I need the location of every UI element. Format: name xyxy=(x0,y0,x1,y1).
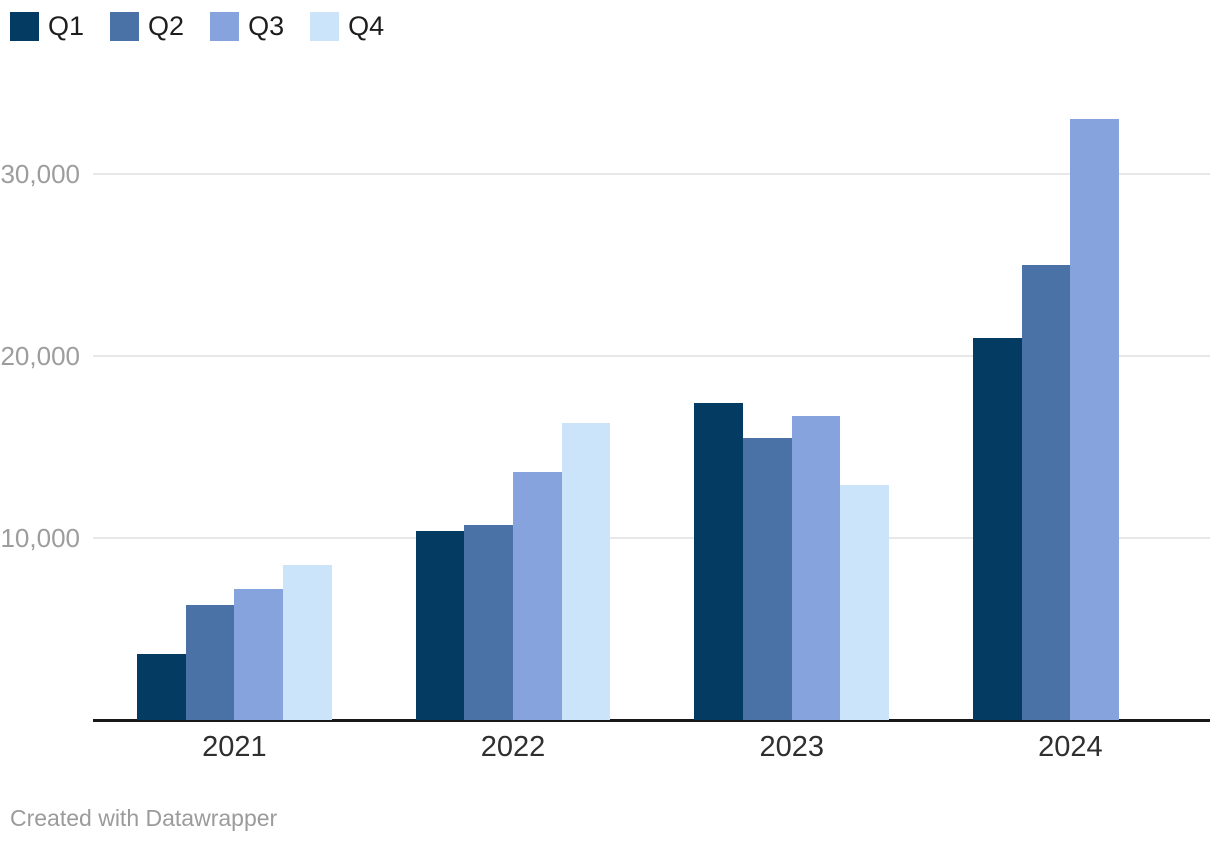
bar-2024-q1[interactable] xyxy=(973,337,1022,720)
gridline-20000 xyxy=(93,355,1210,357)
bar-2023-q3[interactable] xyxy=(791,416,841,720)
footer-credit-link[interactable]: Created with Datawrapper xyxy=(10,805,278,831)
bar-2022-q3[interactable] xyxy=(513,472,562,720)
bar-2023-q4[interactable] xyxy=(840,485,890,720)
legend-item-q4: Q4 xyxy=(310,12,384,41)
legend-label: Q2 xyxy=(148,11,185,41)
bar-2022-q1[interactable] xyxy=(415,530,465,720)
legend-swatch-q3 xyxy=(210,12,240,41)
x-tick-label-2024: 2024 xyxy=(1038,731,1103,763)
legend-swatch-q1 xyxy=(10,12,39,41)
bar-2022-q4[interactable] xyxy=(561,423,611,720)
legend-swatch-q4 xyxy=(310,12,340,41)
x-tick-label-2021: 2021 xyxy=(202,731,267,763)
legend-label: Q1 xyxy=(48,11,85,41)
legend-label: Q3 xyxy=(248,11,285,41)
legend-label: Q4 xyxy=(348,11,385,41)
bar-2022-q2[interactable] xyxy=(464,525,514,720)
gridline-30000 xyxy=(93,173,1210,175)
bar-2021-q3[interactable] xyxy=(234,588,284,720)
legend: Q1 Q2 Q3 Q4 xyxy=(10,12,410,41)
legend-item-q3: Q3 xyxy=(210,12,284,41)
bar-2023-q1[interactable] xyxy=(694,403,744,720)
legend-item-q1: Q1 xyxy=(10,12,84,41)
x-tick-label-2023: 2023 xyxy=(759,731,824,763)
x-tick-label-2022: 2022 xyxy=(480,731,546,763)
gridline-10000 xyxy=(93,537,1210,539)
legend-swatch-q2 xyxy=(110,12,140,41)
y-tick-label-10000: 10,000 xyxy=(0,523,80,553)
y-tick-label-30000: 30,000 xyxy=(0,159,80,189)
bar-2021-q1[interactable] xyxy=(137,654,186,720)
bar-2021-q4[interactable] xyxy=(283,565,332,720)
bar-2023-q2[interactable] xyxy=(743,437,792,720)
x-axis-line xyxy=(93,719,1210,722)
bar-2024-q3[interactable] xyxy=(1070,119,1120,720)
legend-item-q2: Q2 xyxy=(110,12,184,41)
bar-2021-q2[interactable] xyxy=(185,605,235,720)
bar-2024-q2[interactable] xyxy=(1021,265,1071,720)
y-tick-label-20000: 20,000 xyxy=(0,341,80,371)
plot-area xyxy=(93,0,1210,722)
